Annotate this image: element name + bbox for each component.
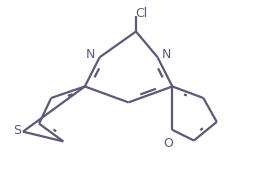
Text: Cl: Cl — [135, 7, 147, 20]
Text: N: N — [162, 48, 171, 61]
Text: S: S — [13, 124, 21, 137]
Text: O: O — [163, 137, 173, 150]
Text: N: N — [86, 48, 95, 61]
